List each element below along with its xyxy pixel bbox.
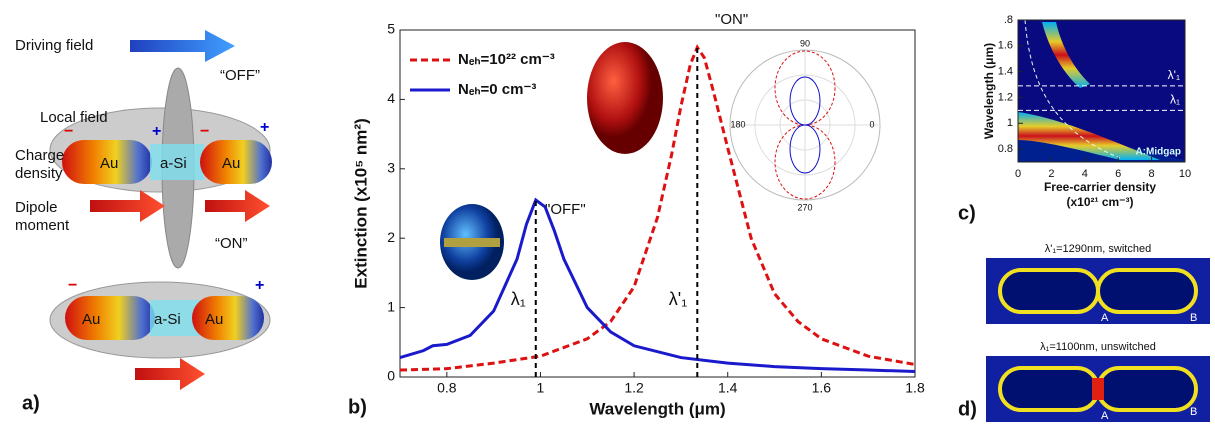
marker-label: λ'₁: [1168, 68, 1180, 82]
polar-label: 90: [800, 38, 810, 48]
caption: λ'₁=1290nm, switched: [1045, 243, 1151, 255]
x-tick-label: 1.4: [718, 380, 738, 396]
text: Local field: [40, 109, 108, 126]
field-map: [1000, 368, 1098, 410]
pattern-image: [444, 238, 500, 247]
field-map: [1092, 378, 1104, 400]
polar-label: 0: [869, 119, 874, 129]
caption: λ₁=1100nm, unswitched: [1040, 341, 1156, 353]
arrow: [90, 190, 165, 222]
point-label: A: [1101, 312, 1109, 324]
pattern-image: [587, 42, 663, 154]
text: moment: [15, 217, 70, 234]
text: “ON”: [215, 235, 248, 252]
y-tick-label: 0.8: [998, 143, 1013, 155]
text: Au: [100, 155, 118, 172]
y-tick-label: 1: [387, 298, 395, 314]
y-tick-label: 1.2: [998, 91, 1013, 103]
text: a-Si: [154, 311, 181, 328]
arrow: [130, 30, 235, 62]
point-label: B: [1190, 312, 1197, 324]
annotation: "ON": [715, 11, 748, 28]
text: +: [152, 123, 161, 140]
marker-label: λ₁: [511, 289, 526, 309]
x-tick-label: 10: [1179, 168, 1191, 180]
text: +: [260, 119, 269, 136]
field-map: [1000, 270, 1098, 312]
text: −: [64, 123, 73, 140]
arrow: [205, 190, 270, 222]
legend-label: Nₑₕ=10²² cm⁻³: [458, 51, 555, 68]
y-tick-label: 0: [387, 368, 395, 384]
x-axis-label: (x10²¹ cm⁻³): [1066, 195, 1133, 209]
field-map: [1098, 368, 1196, 410]
marker-label: λ₁: [1170, 93, 1180, 107]
x-tick-label: 4: [1082, 168, 1088, 180]
x-tick-label: 1.2: [624, 380, 644, 396]
x-tick-label: 1: [537, 380, 545, 396]
polar-label: 180: [730, 119, 745, 129]
polar-inset: [730, 50, 880, 200]
x-tick-label: 0: [1015, 168, 1021, 180]
x-axis-label: Wavelength (μm): [589, 399, 725, 418]
y-tick-label: 1: [1007, 117, 1013, 129]
panel-label: b): [348, 396, 367, 418]
rod: [192, 296, 264, 340]
text: Au: [82, 311, 100, 328]
x-tick-label: 6: [1115, 168, 1121, 180]
x-tick-label: 1.6: [812, 380, 832, 396]
figure: Driving field “OFF” Local field Charge d…: [0, 0, 1215, 425]
annotation: "OFF": [545, 201, 586, 218]
panel-d: λ'₁=1290nm, switched λ₁=1100nm, unswitch…: [958, 243, 1210, 422]
y-tick-label: 4: [387, 90, 395, 106]
y-tick-label: 1.6: [998, 40, 1013, 52]
marker-label: λ'₁: [669, 289, 688, 309]
rod: [65, 296, 155, 340]
panel-label: a): [22, 392, 40, 414]
y-tick-label: .8: [1004, 14, 1013, 26]
polar-label: 270: [797, 202, 812, 212]
y-axis-label: Extinction (x10⁵ nm²): [351, 118, 370, 288]
panel-a: Driving field “OFF” Local field Charge d…: [15, 30, 272, 414]
text: Au: [222, 155, 240, 172]
y-tick-label: 3: [387, 160, 395, 176]
text: −: [68, 277, 77, 294]
x-tick-label: 0.8: [437, 380, 457, 396]
point-label: B: [1190, 406, 1197, 418]
text: Driving field: [15, 37, 93, 54]
panel-c-decor: [1018, 20, 1185, 162]
field-map: [1098, 270, 1196, 312]
text: −: [200, 123, 209, 140]
x-tick-label: 2: [1048, 168, 1054, 180]
text: a-Si: [160, 155, 187, 172]
y-tick-label: 5: [387, 21, 395, 37]
y-axis-label: Wavelength (μm): [982, 43, 996, 139]
text: Charge: [15, 147, 64, 164]
x-axis-label: Free-carrier density: [1044, 180, 1156, 194]
point-label: A: [1101, 410, 1109, 422]
annotation: A:Midgap: [1135, 147, 1181, 158]
panel-b-decor: [440, 42, 880, 280]
y-tick-label: 2: [387, 229, 395, 245]
y-tick-label: 1.4: [998, 66, 1013, 78]
legend-label: Nₑₕ=0 cm⁻³: [458, 81, 536, 98]
text: “OFF”: [220, 67, 260, 84]
x-tick-label: 8: [1149, 168, 1155, 180]
text: +: [255, 277, 264, 294]
x-tick-label: 1.8: [905, 380, 925, 396]
panel-label: d): [958, 398, 977, 420]
arrow: [135, 358, 205, 390]
text: Dipole: [15, 199, 58, 216]
text: Au: [205, 311, 223, 328]
text: density: [15, 165, 63, 182]
panel-label: c): [958, 202, 976, 224]
